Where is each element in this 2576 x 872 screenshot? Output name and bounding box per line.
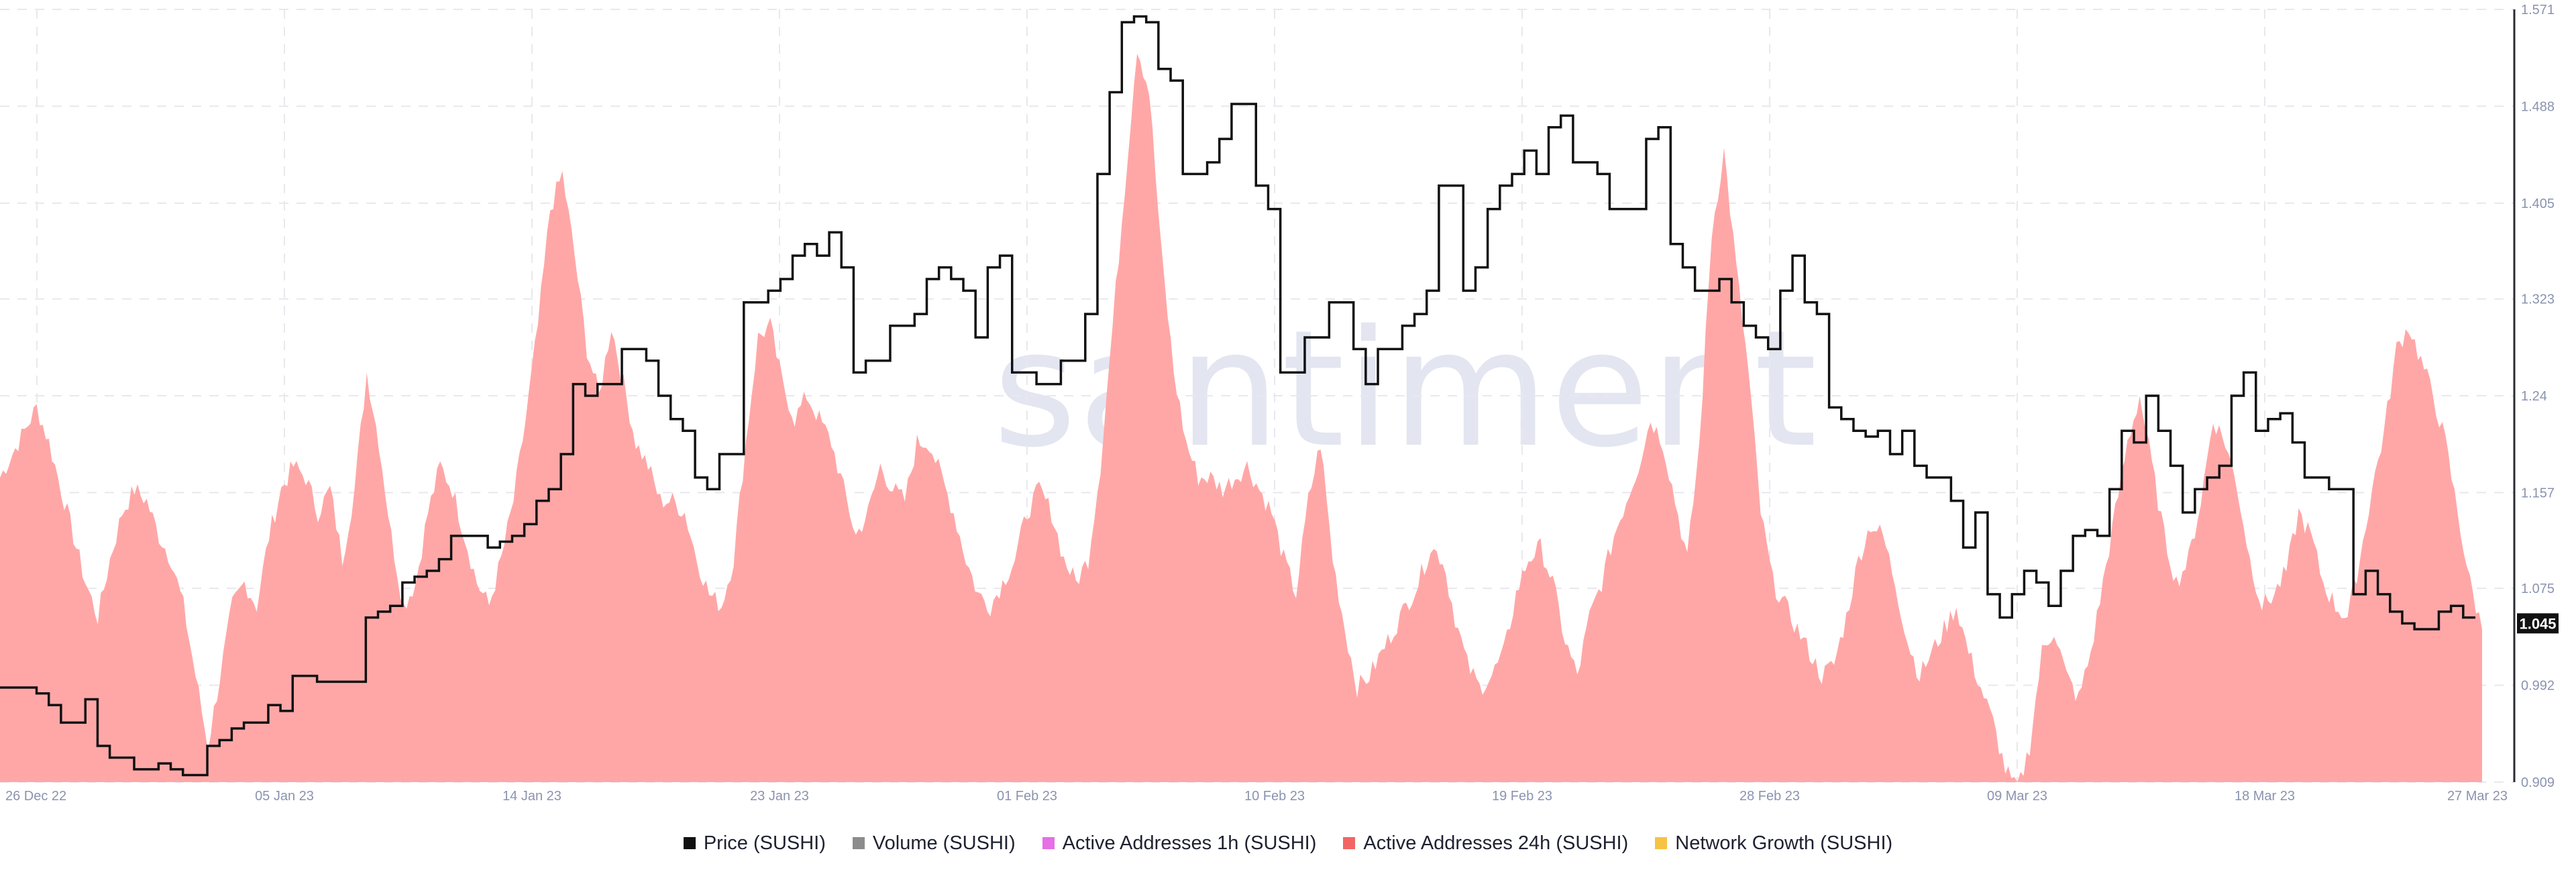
y-tick-label: 1.571	[2521, 3, 2555, 17]
legend-item-volume[interactable]: Volume (SUSHI)	[852, 832, 1016, 855]
legend-label: Active Addresses 1h (SUSHI)	[1062, 832, 1317, 854]
y-tick-label: 1.488	[2521, 99, 2555, 114]
axes: 1.571 1.488 1.405 1.323 1.24 1.157 1.075 0.992 0…	[5, 3, 2559, 804]
legend-label: Price (SUSHI)	[703, 832, 826, 854]
legend-label: Active Addresses 24h (SUSHI)	[1363, 832, 1629, 854]
price-chart[interactable]: 1.571 1.488 1.405 1.323 1.24 1.157 1.075 0.992 0…	[0, 0, 2576, 818]
active-addresses-24h-swatch	[1343, 837, 1356, 849]
x-tick-label: 28 Feb 23	[1739, 789, 1800, 804]
volume-swatch	[852, 837, 865, 849]
price-line	[0, 15, 2475, 777]
x-tick-label: 19 Feb 23	[1492, 789, 1552, 804]
y-tick-label: 0.992	[2521, 679, 2555, 694]
price-series	[0, 15, 2475, 777]
legend-item-price[interactable]: Price (SUSHI)	[683, 832, 826, 855]
x-tick-label: 05 Jan 23	[255, 789, 314, 804]
network-growth-swatch	[1655, 837, 1668, 849]
x-tick-label: 18 Mar 23	[2235, 789, 2295, 804]
y-tick-label: 0.909	[2521, 775, 2555, 790]
legend-item-network-growth[interactable]: Network Growth (SUSHI)	[1655, 832, 1892, 855]
x-tick-label: 26 Dec 22	[5, 789, 66, 804]
legend-item-active-addresses-24h[interactable]: Active Addresses 24h (SUSHI)	[1343, 832, 1628, 855]
current-price-label: 1.045	[2519, 615, 2556, 632]
y-tick-label: 1.405	[2521, 197, 2555, 211]
current-price-badge	[2517, 613, 2559, 634]
y-tick-label: 1.323	[2521, 292, 2555, 307]
x-tick-label: 10 Feb 23	[1244, 789, 1305, 804]
x-tick-label: 23 Jan 23	[750, 789, 809, 804]
active-addresses-24h-area	[0, 54, 2482, 782]
y-tick-label: 1.24	[2521, 389, 2547, 404]
y-tick-label: 1.075	[2521, 582, 2555, 596]
legend-item-active-addresses-1h[interactable]: Active Addresses 1h (SUSHI)	[1042, 832, 1317, 855]
chart-legend: Price (SUSHI) Volume (SUSHI) Active Addr…	[0, 826, 2576, 860]
x-tick-label: 14 Jan 23	[502, 789, 561, 804]
active-addresses-1h-swatch	[1042, 837, 1055, 849]
x-tick-label: 01 Feb 23	[997, 789, 1057, 804]
price-swatch	[683, 837, 696, 849]
y-tick-label: 1.157	[2521, 486, 2555, 500]
legend-label: Volume (SUSHI)	[872, 832, 1016, 854]
x-tick-label: 09 Mar 23	[1987, 789, 2047, 804]
active-addresses-24h-series	[0, 54, 2482, 782]
legend-label: Network Growth (SUSHI)	[1675, 832, 1893, 854]
x-tick-label: 27 Mar 23	[2447, 789, 2508, 804]
